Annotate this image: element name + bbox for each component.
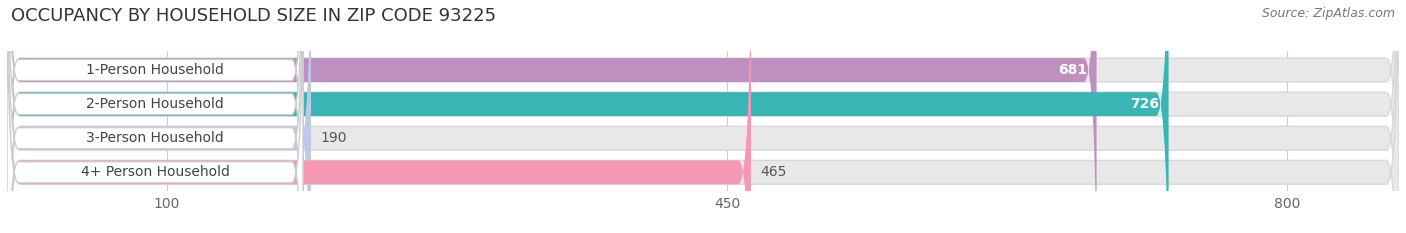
- Text: 726: 726: [1130, 97, 1159, 111]
- Text: Source: ZipAtlas.com: Source: ZipAtlas.com: [1261, 7, 1395, 20]
- Text: 3-Person Household: 3-Person Household: [86, 131, 224, 145]
- FancyBboxPatch shape: [7, 0, 1097, 233]
- Text: OCCUPANCY BY HOUSEHOLD SIZE IN ZIP CODE 93225: OCCUPANCY BY HOUSEHOLD SIZE IN ZIP CODE …: [11, 7, 496, 25]
- Text: 465: 465: [761, 165, 787, 179]
- Text: 2-Person Household: 2-Person Household: [86, 97, 224, 111]
- FancyBboxPatch shape: [7, 0, 304, 233]
- FancyBboxPatch shape: [7, 0, 1168, 233]
- FancyBboxPatch shape: [7, 0, 1399, 233]
- Text: 681: 681: [1057, 63, 1087, 77]
- Text: 190: 190: [321, 131, 347, 145]
- Text: 1-Person Household: 1-Person Household: [86, 63, 224, 77]
- FancyBboxPatch shape: [7, 0, 304, 233]
- FancyBboxPatch shape: [7, 0, 1399, 233]
- FancyBboxPatch shape: [7, 0, 1399, 233]
- Text: 4+ Person Household: 4+ Person Household: [80, 165, 229, 179]
- FancyBboxPatch shape: [7, 0, 751, 233]
- FancyBboxPatch shape: [7, 0, 304, 233]
- FancyBboxPatch shape: [7, 0, 304, 233]
- FancyBboxPatch shape: [7, 0, 311, 233]
- FancyBboxPatch shape: [7, 0, 1399, 233]
